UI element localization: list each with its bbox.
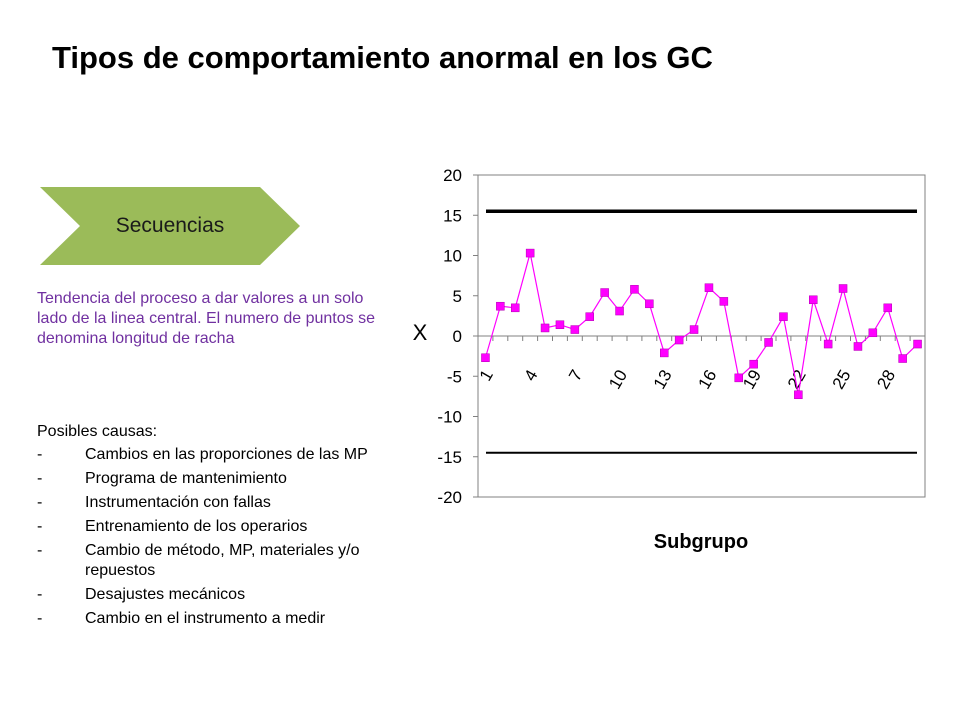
cause-item: - Cambio de método, MP, materiales y/o re… [37, 541, 397, 581]
bullet-dash: - [37, 446, 43, 463]
data-point [630, 285, 639, 294]
cause-text: Entrenamiento de los operarios [85, 518, 308, 535]
cause-item: - Cambio en el instrumento a medir [37, 609, 397, 629]
bullet-dash: - [37, 494, 43, 511]
data-point [823, 339, 833, 349]
causes-list: - Cambios en las proporciones de las MP - P… [37, 445, 397, 633]
cause-text: Instrumentación con fallas [85, 494, 271, 511]
data-point [779, 312, 788, 321]
x-axis-label: Subgrupo [654, 531, 748, 553]
bullet-dash: - [37, 542, 43, 559]
data-point [600, 288, 609, 297]
data-point [719, 297, 729, 306]
data-point [481, 353, 490, 362]
y-tick-label: -10 [437, 408, 462, 427]
data-point [570, 325, 580, 334]
data-point [809, 295, 818, 305]
x-tick-label: 1 [476, 367, 497, 385]
x-tick-label: 16 [694, 367, 720, 393]
y-tick-label: 10 [443, 247, 462, 266]
cause-text: Cambio de método, MP, materiales y/o rep… [85, 542, 360, 579]
x-tick-label: 10 [605, 367, 631, 393]
bullet-dash: - [37, 518, 43, 535]
x-tick-label: 28 [873, 367, 899, 393]
x-tick-label: 4 [520, 367, 541, 385]
y-tick-label: 5 [453, 287, 462, 306]
data-point [883, 303, 892, 313]
secuencias-chevron: Secuencias [40, 187, 300, 265]
data-point [734, 373, 743, 383]
data-point [674, 335, 684, 345]
cause-text: Programa de mantenimiento [85, 470, 287, 487]
description-text: Tendencia del proceso a dar valores a un… [37, 290, 375, 347]
cause-text: Cambio en el instrumento a medir [85, 610, 326, 627]
bullet-dash: - [37, 610, 43, 627]
data-point [838, 284, 848, 293]
y-tick-label: 0 [453, 327, 462, 346]
slide-title: Tipos de comportamiento anormal en los G… [52, 40, 713, 75]
x-tick-label: 13 [650, 367, 676, 393]
data-point [555, 320, 565, 329]
x-tick-label: 19 [739, 367, 765, 393]
cause-text: Desajustes mecánicos [85, 586, 246, 603]
data-point [660, 348, 669, 358]
cause-text: Cambios en las proporciones de las MP [85, 446, 368, 463]
data-point [585, 312, 594, 321]
data-point [913, 339, 922, 349]
y-axis-label: X [413, 320, 428, 345]
cause-item: - Instrumentación con fallas [37, 493, 397, 513]
x-tick-label: 7 [565, 367, 586, 385]
y-tick-label: -5 [447, 367, 462, 386]
data-point [525, 248, 535, 258]
cause-item: - Desajustes mecánicos [37, 585, 397, 605]
chevron-label: Secuencias [115, 214, 225, 237]
data-point [689, 325, 699, 334]
y-tick-label: -15 [437, 448, 462, 467]
data-point [898, 354, 907, 363]
data-point [496, 301, 505, 311]
bullet-dash: - [37, 586, 43, 603]
data-point [764, 338, 773, 347]
y-tick-label: 20 [443, 166, 462, 185]
cause-item: - Programa de mantenimiento [37, 469, 397, 489]
y-tick-label: -20 [437, 488, 462, 507]
x-tick-label: 25 [829, 367, 855, 393]
data-point [853, 342, 863, 351]
data-point [511, 303, 520, 313]
chevron-shape [40, 187, 300, 265]
bullet-dash: - [37, 470, 43, 487]
cause-item: - Entrenamiento de los operarios [37, 517, 397, 537]
cause-item: - Cambios en las proporciones de las MP [37, 445, 397, 465]
data-point [794, 390, 803, 400]
data-point [615, 306, 624, 316]
data-point [704, 283, 714, 292]
data-point [749, 359, 758, 369]
y-tick-label: 15 [443, 206, 462, 225]
data-point [645, 299, 654, 309]
causes-title: Posibles causas: [37, 423, 158, 440]
data-point [540, 323, 550, 333]
data-point [868, 328, 878, 338]
